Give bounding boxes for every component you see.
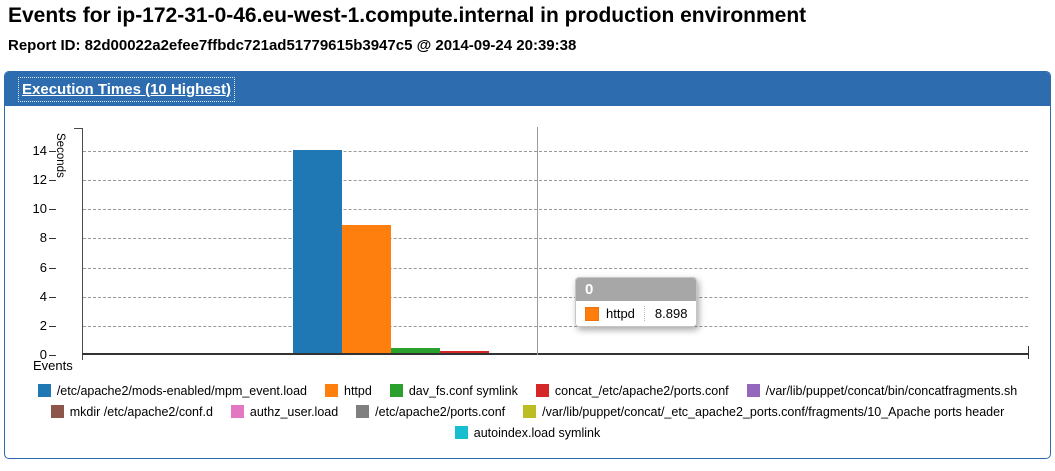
y-axis-title: Seconds — [54, 133, 66, 178]
legend-label-1: httpd — [344, 383, 372, 398]
legend-item-4[interactable]: /var/lib/puppet/concat/bin/concatfragmen… — [746, 383, 1018, 398]
gridline-y-8 — [83, 238, 1028, 240]
bar-0[interactable] — [293, 150, 342, 355]
legend-label-2: dav_fs.conf symlink — [408, 383, 518, 398]
y-tick-label-0: 0 — [39, 347, 47, 362]
legend-swatch-7 — [356, 405, 370, 418]
x-axis-right-cap — [1028, 346, 1029, 359]
tooltip-series-swatch — [585, 306, 599, 321]
legend-item-7[interactable]: /etc/apache2/ports.conf — [356, 405, 505, 419]
y-tick-label-12: 12 — [32, 172, 47, 188]
y-tick-label-8: 8 — [39, 230, 47, 246]
legend-label-6: authz_user.load — [249, 404, 339, 419]
legend-row-2: mkdir /etc/apache2/conf.d authz_user.load… — [5, 401, 1050, 422]
y-tick-mark-2 — [49, 325, 56, 327]
legend-item-0[interactable]: /etc/apache2/mods-enabled/mpm_event.load — [37, 383, 307, 398]
legend-swatch-4 — [746, 384, 760, 397]
y-tick-mark-14 — [49, 151, 56, 153]
gridline-y-4 — [83, 296, 1028, 298]
chart-tooltip: 0 httpd 8.898 — [575, 277, 698, 327]
legend-swatch-6 — [230, 405, 244, 418]
panel-heading: Execution Times (10 Highest) — [5, 72, 1050, 106]
gridline-y-2 — [83, 325, 1028, 327]
bar-2[interactable] — [391, 348, 440, 355]
execution-times-panel: Execution Times (10 Highest) Seconds Eve… — [4, 71, 1051, 459]
legend-label-8: /var/lib/puppet/concat/_etc_apache2_port… — [542, 404, 1005, 419]
legend-item-9[interactable]: autoindex.load symlink — [454, 425, 601, 440]
y-axis-top-cap — [74, 128, 83, 129]
legend-label-0: /etc/apache2/mods-enabled/mpm_event.load — [56, 383, 307, 398]
panel-body: Seconds Events 0 2 4 6 8 10 12 14 0 httpd 8.898… — [5, 106, 1050, 458]
page-title: Events for ip-172-31-0-46.eu-west-1.comp… — [8, 4, 807, 27]
legend-label-3: concat_/etc/apache2/ports.conf — [554, 383, 729, 398]
legend-item-6[interactable]: authz_user.load — [230, 404, 339, 419]
tooltip-row: httpd 8.898 — [576, 301, 697, 326]
legend-label-5: mkdir /etc/apache2/conf.d — [69, 404, 213, 419]
y-tick-mark-0 — [49, 355, 56, 356]
gridline-y-10 — [83, 209, 1028, 211]
chart-legend: /etc/apache2/mods-enabled/mpm_event.load… — [5, 380, 1050, 443]
x-axis-line — [82, 353, 1029, 355]
y-tick-label-10: 10 — [32, 201, 47, 217]
legend-swatch-1 — [325, 384, 338, 397]
y-tick-label-14: 14 — [32, 143, 47, 159]
legend-label-4: /var/lib/puppet/concat/bin/concatfragmen… — [765, 383, 1018, 398]
panel-title-link[interactable]: Execution Times (10 Highest) — [18, 76, 235, 102]
gridline-y-6 — [83, 267, 1028, 269]
legend-item-2[interactable]: dav_fs.conf symlink — [389, 383, 518, 398]
tooltip-header: 0 — [576, 278, 697, 301]
legend-item-8[interactable]: /var/lib/puppet/concat/_etc_apache2_port… — [523, 405, 1004, 419]
gridline-y-14 — [83, 151, 1028, 153]
execution-times-chart: Seconds Events 0 2 4 6 8 10 12 14 0 httpd 8.898 — [5, 106, 1050, 378]
legend-swatch-2 — [389, 384, 403, 397]
y-tick-label-4: 4 — [39, 288, 47, 304]
legend-item-3[interactable]: concat_/etc/apache2/ports.conf — [535, 383, 729, 398]
y-tick-mark-4 — [49, 296, 56, 298]
legend-swatch-9 — [454, 426, 468, 439]
y-tick-mark-12 — [49, 180, 56, 182]
report-id: Report ID: 82d00022a2efee7ffbdc721ad5177… — [8, 37, 577, 54]
legend-swatch-5 — [50, 405, 64, 418]
bar-3[interactable] — [440, 350, 489, 355]
legend-swatch-8 — [523, 405, 537, 418]
legend-row-1: /etc/apache2/mods-enabled/mpm_event.load… — [5, 380, 1050, 401]
y-tick-mark-8 — [49, 238, 56, 240]
y-tick-mark-10 — [49, 209, 56, 211]
legend-swatch-3 — [535, 384, 549, 397]
tooltip-series-name: httpd — [606, 306, 635, 321]
crosshair-guideline — [537, 127, 538, 355]
legend-label-7: /etc/apache2/ports.conf — [375, 404, 506, 419]
x-axis-title: Events — [33, 358, 73, 373]
tooltip-series-value: 8.898 — [643, 306, 687, 321]
y-tick-label-2: 2 — [39, 317, 47, 333]
bar-1[interactable] — [342, 225, 391, 355]
legend-swatch-0 — [37, 384, 51, 397]
legend-label-9: autoindex.load symlink — [473, 425, 601, 440]
y-tick-label-6: 6 — [39, 259, 47, 275]
y-axis-line — [82, 128, 83, 360]
legend-item-1[interactable]: httpd — [325, 384, 372, 398]
y-tick-mark-6 — [49, 267, 56, 269]
legend-item-5[interactable]: mkdir /etc/apache2/conf.d — [50, 404, 213, 419]
legend-row-3: autoindex.load symlink — [5, 422, 1050, 443]
gridline-y-12 — [83, 180, 1028, 182]
